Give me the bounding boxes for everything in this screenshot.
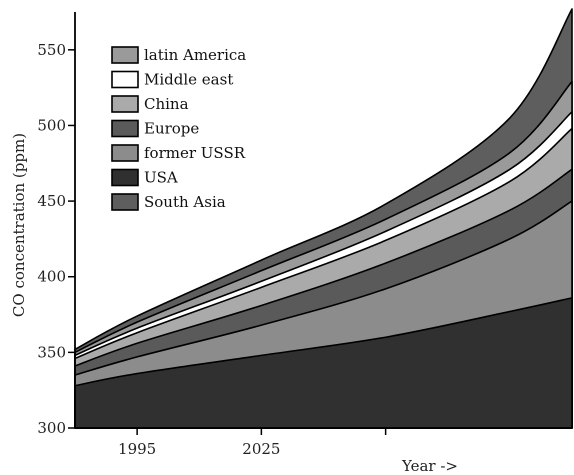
- x-tick-label: 2025: [242, 440, 280, 458]
- x-axis-title: Year ->: [401, 457, 458, 475]
- tick-marks: 300 350 400 450 500 550 1995 2025: [37, 41, 387, 458]
- y-tick-label: 400: [37, 268, 66, 286]
- area-usa: [74, 297, 573, 429]
- y-tick-label: 350: [37, 343, 66, 361]
- legend-label-europe: Europe: [144, 120, 199, 138]
- legend-swatch-middle-east: [111, 70, 139, 89]
- legend-swatch-china: [111, 95, 139, 113]
- x-tick-label: 1995: [118, 440, 156, 458]
- legend-label-former-ussr: former USSR: [144, 144, 246, 162]
- y-tick-label: 550: [37, 41, 66, 59]
- legend-label-latin-america: latin America: [144, 46, 246, 64]
- legend-swatch-former-ussr: [111, 144, 139, 162]
- legend: latin America Middle east China Europe forme…: [111, 46, 246, 211]
- legend-label-middle-east: Middle east: [144, 71, 233, 89]
- legend-label-usa: USA: [144, 169, 178, 187]
- legend-swatch-latin-america: [111, 46, 139, 64]
- y-axis-title: CO concentration (ppm): [10, 133, 28, 317]
- axes: [74, 12, 572, 429]
- legend-label-china: China: [144, 95, 189, 113]
- y-tick-label: 500: [37, 116, 66, 134]
- legend-swatch-usa: [111, 168, 139, 187]
- y-tick-label: 450: [37, 192, 66, 210]
- legend-swatch-europe: [111, 119, 139, 138]
- area-layers: [74, 8, 573, 429]
- y-tick-label: 300: [37, 419, 66, 437]
- legend-swatch-south-asia: [111, 193, 139, 211]
- legend-label-south-asia: South Asia: [144, 193, 226, 211]
